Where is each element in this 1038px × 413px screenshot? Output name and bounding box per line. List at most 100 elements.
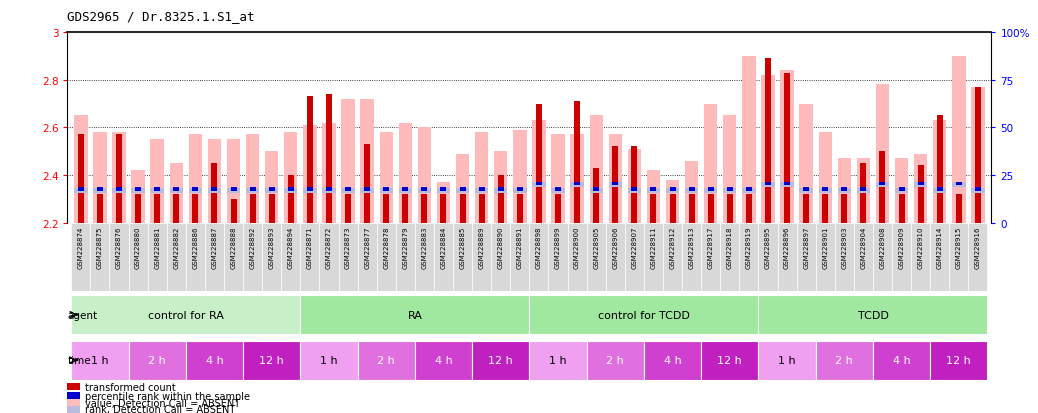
Bar <box>230 199 237 223</box>
Bar <box>742 188 756 193</box>
Bar <box>415 223 434 291</box>
Bar <box>765 59 771 223</box>
Bar <box>460 188 466 192</box>
Bar <box>765 182 771 186</box>
Bar <box>555 195 561 223</box>
Bar <box>173 195 180 223</box>
Bar <box>326 188 332 192</box>
Bar <box>212 164 217 223</box>
Bar <box>612 182 619 186</box>
Text: GSM228871: GSM228871 <box>307 226 312 269</box>
Bar <box>129 341 186 380</box>
Text: 1 h: 1 h <box>91 355 109 366</box>
Text: 1 h: 1 h <box>320 355 337 366</box>
Bar <box>288 176 294 223</box>
Bar <box>892 223 911 291</box>
Bar <box>380 133 393 223</box>
Bar <box>856 188 870 193</box>
Bar <box>574 102 580 223</box>
Bar <box>342 100 355 223</box>
Text: GSM228917: GSM228917 <box>708 226 714 269</box>
Bar <box>975 88 981 223</box>
Bar <box>742 57 756 223</box>
Bar <box>608 183 622 188</box>
Bar <box>109 223 129 291</box>
Bar <box>856 159 870 223</box>
Text: GSM228900: GSM228900 <box>574 226 580 269</box>
Bar <box>784 74 790 223</box>
Bar <box>173 188 180 192</box>
Bar <box>956 195 962 223</box>
Bar <box>819 133 831 223</box>
Bar <box>759 295 987 335</box>
Bar <box>861 164 867 223</box>
Bar <box>155 195 160 223</box>
Bar <box>781 71 794 223</box>
Bar <box>345 195 351 223</box>
Bar <box>90 223 109 291</box>
Bar <box>720 223 739 291</box>
Text: GSM228903: GSM228903 <box>842 226 847 269</box>
Bar <box>895 159 908 223</box>
Text: GSM228877: GSM228877 <box>364 226 371 269</box>
Bar <box>72 341 129 380</box>
Bar <box>803 188 810 192</box>
Text: RA: RA <box>408 310 422 320</box>
Bar <box>816 223 835 291</box>
Bar <box>472 341 529 380</box>
Bar <box>670 188 676 192</box>
Bar <box>322 123 335 223</box>
Bar <box>685 188 699 193</box>
Bar <box>606 223 625 291</box>
Bar <box>243 223 263 291</box>
Text: GSM228891: GSM228891 <box>517 226 523 269</box>
Bar <box>417 188 431 193</box>
Bar <box>460 195 466 223</box>
Bar <box>135 195 141 223</box>
Bar <box>383 195 389 223</box>
Bar <box>571 183 583 188</box>
Text: GSM228890: GSM228890 <box>498 226 503 269</box>
Bar <box>536 182 542 186</box>
Bar <box>338 223 358 291</box>
Bar <box>284 133 298 223</box>
Bar <box>249 188 255 192</box>
Bar <box>861 188 867 192</box>
Bar <box>688 188 694 192</box>
Bar <box>421 195 428 223</box>
Bar <box>536 104 542 223</box>
Text: 4 h: 4 h <box>893 355 910 366</box>
Bar <box>586 341 644 380</box>
Bar <box>224 223 243 291</box>
Bar <box>746 195 752 223</box>
Bar <box>822 195 828 223</box>
Bar <box>838 159 851 223</box>
Bar <box>930 341 987 380</box>
Bar <box>208 140 221 223</box>
Bar <box>74 188 87 193</box>
Bar <box>475 188 488 193</box>
Text: GDS2965 / Dr.8325.1.S1_at: GDS2965 / Dr.8325.1.S1_at <box>67 10 255 23</box>
Bar <box>665 180 679 223</box>
Bar <box>784 182 790 186</box>
Bar <box>899 195 904 223</box>
Bar <box>479 188 485 192</box>
Bar <box>651 188 656 192</box>
Text: GSM228910: GSM228910 <box>918 226 924 269</box>
Bar <box>263 223 281 291</box>
Bar <box>192 195 198 223</box>
Bar <box>568 223 586 291</box>
Bar <box>746 188 752 192</box>
Text: control for RA: control for RA <box>147 310 224 320</box>
Bar <box>918 166 924 223</box>
Bar <box>727 188 733 192</box>
Bar <box>574 182 580 186</box>
Bar <box>300 341 358 380</box>
Bar <box>399 123 412 223</box>
Text: GSM228916: GSM228916 <box>975 226 981 269</box>
Bar <box>873 223 892 291</box>
Bar <box>759 341 816 380</box>
Text: GSM228912: GSM228912 <box>670 226 676 269</box>
Bar <box>777 223 796 291</box>
Bar <box>876 85 890 223</box>
